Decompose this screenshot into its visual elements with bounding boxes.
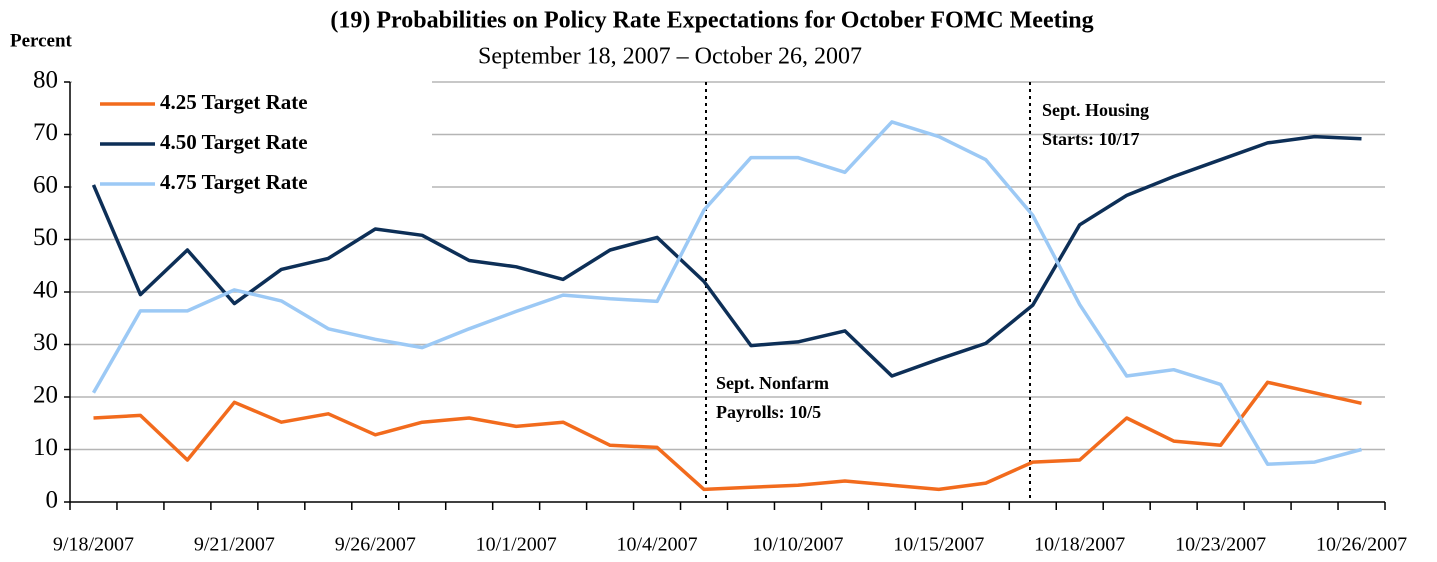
- y-tick-label: 0: [46, 487, 59, 514]
- legend-label: 4.25 Target Rate: [160, 90, 308, 114]
- y-tick-label: 20: [33, 382, 58, 409]
- x-tick-label: 10/4/2007: [616, 534, 697, 556]
- legend-label: 4.75 Target Rate: [160, 170, 308, 194]
- annotation: Payrolls: 10/5: [716, 402, 821, 422]
- x-tick-label: 10/1/2007: [476, 534, 557, 556]
- legend-label: 4.50 Target Rate: [160, 130, 308, 154]
- x-tick-label: 10/26/2007: [1316, 534, 1407, 556]
- annotation: Sept. Housing: [1042, 100, 1149, 120]
- x-tick-label: 10/15/2007: [893, 534, 984, 556]
- y-tick-label: 10: [33, 434, 58, 461]
- x-tick-label: 9/21/2007: [194, 534, 275, 556]
- y-tick-label: 50: [33, 224, 58, 251]
- series-line: [93, 380, 1362, 492]
- chart-subtitle: September 18, 2007 – October 26, 2007: [478, 44, 862, 70]
- x-tick-label: 10/10/2007: [752, 534, 843, 556]
- x-tick-label: 10/23/2007: [1175, 534, 1266, 556]
- chart-title: (19) Probabilities on Policy Rate Expect…: [330, 8, 1093, 34]
- x-tick-label: 10/18/2007: [1034, 534, 1125, 556]
- annotation: Sept. Nonfarm: [716, 373, 829, 393]
- y-axis-label: Percent: [10, 30, 73, 51]
- y-tick-label: 70: [33, 119, 58, 146]
- annotation: Starts: 10/17: [1042, 129, 1140, 149]
- series-line: [91, 120, 1362, 466]
- y-tick-label: 60: [33, 172, 58, 199]
- y-tick-label: 30: [33, 329, 58, 356]
- y-tick-label: 40: [33, 277, 58, 304]
- x-tick-label: 9/18/2007: [53, 534, 134, 556]
- x-tick-label: 9/26/2007: [335, 534, 416, 556]
- series-line: [91, 134, 1362, 378]
- y-tick-label: 80: [33, 67, 58, 94]
